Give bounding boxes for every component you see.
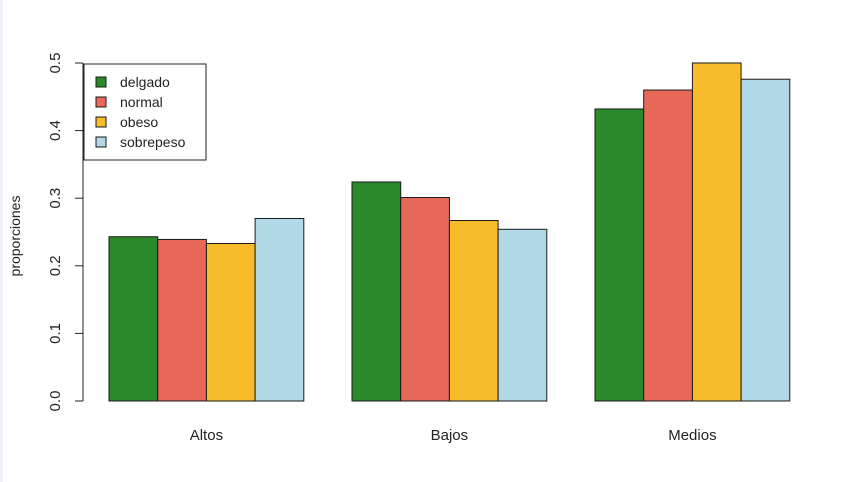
- y-tick-label-0.1: 0.1: [47, 323, 64, 344]
- bar-altos-obeso: [205, 242, 256, 402]
- bar-bajos-sobrepeso: [497, 228, 548, 402]
- bar-altos-sobrepeso: [254, 217, 305, 402]
- legend-swatch-delgado: [95, 76, 107, 88]
- bar-bajos-delgado: [351, 181, 402, 402]
- legend-swatch-normal: [95, 96, 107, 108]
- y-tick-label-0.2: 0.2: [47, 255, 64, 276]
- y-axis-label: proporciones: [7, 196, 23, 277]
- y-tick-label-0.3: 0.3: [47, 188, 64, 209]
- legend-label-sobrepeso: sobrepeso: [120, 134, 186, 150]
- x-tick-label-medios: Medios: [668, 427, 716, 444]
- bar-bajos-normal: [400, 197, 450, 402]
- x-tick-labels: Altos Bajos Medios: [190, 427, 717, 444]
- x-tick-label-altos: Altos: [190, 427, 223, 444]
- legend: delgado normal obeso sobrepeso: [83, 63, 207, 161]
- legend-swatch-obeso: [95, 116, 107, 128]
- bar-medios-normal: [643, 89, 693, 402]
- bar-medios-sobrepeso: [740, 78, 791, 402]
- y-tick-label-0.5: 0.5: [47, 53, 64, 74]
- y-axis: 0.0 0.1 0.2 0.3 0.4 0.5: [47, 53, 84, 412]
- y-tick-label-0.4: 0.4: [47, 120, 64, 141]
- bar-medios-obeso: [691, 62, 742, 402]
- bar-altos-normal: [157, 238, 207, 402]
- legend-swatch-sobrepeso: [95, 136, 107, 148]
- bars-layer: [108, 62, 791, 402]
- legend-label-normal: normal: [120, 94, 163, 110]
- legend-label-obeso: obeso: [120, 114, 158, 130]
- window-edge: [0, 0, 3, 482]
- y-tick-label-0.0: 0.0: [47, 391, 64, 412]
- bar-medios-delgado: [594, 108, 645, 402]
- bar-bajos-obeso: [448, 220, 499, 402]
- bar-altos-delgado: [108, 236, 159, 402]
- x-tick-label-bajos: Bajos: [431, 427, 469, 444]
- legend-label-delgado: delgado: [120, 74, 170, 90]
